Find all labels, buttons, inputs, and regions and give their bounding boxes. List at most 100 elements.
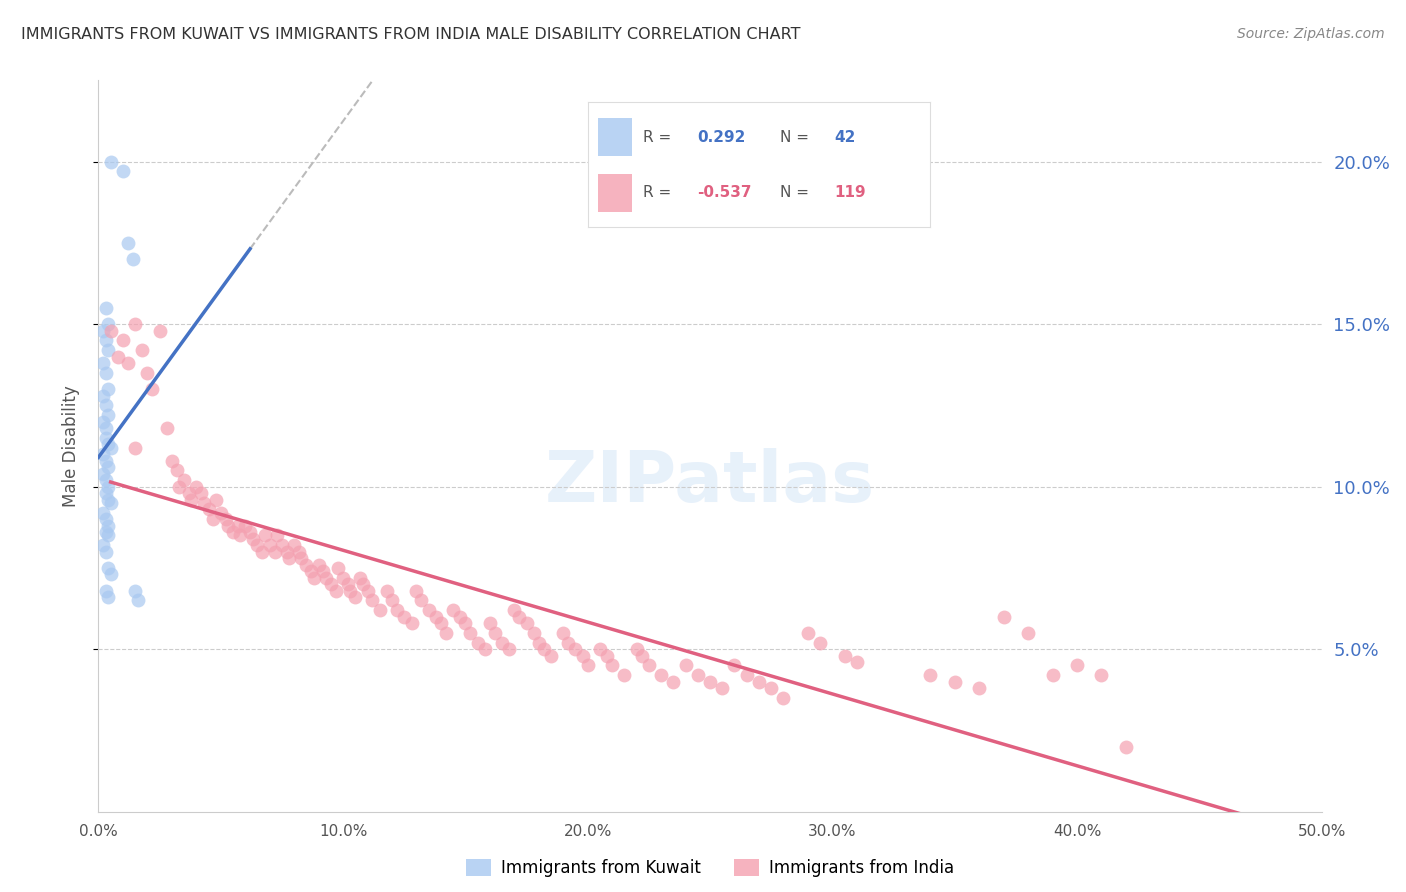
Point (283, 538, 305, 552)
Point (266, 528, 288, 542)
Point (484, 626, 506, 640)
Point (723, 658, 745, 673)
Point (1066, 658, 1088, 673)
Point (263, 544, 285, 558)
Point (845, 655, 868, 669)
Point (454, 616, 477, 631)
Point (430, 616, 453, 631)
Point (121, 252, 143, 266)
Point (467, 635, 489, 649)
Point (596, 648, 619, 663)
Point (288, 544, 311, 558)
Point (97, 561, 120, 575)
Point (515, 616, 537, 631)
Point (576, 658, 599, 673)
Text: ZIPatlas: ZIPatlas (546, 448, 875, 517)
Point (375, 583, 398, 598)
Point (503, 603, 526, 617)
Point (252, 544, 274, 558)
Point (344, 590, 367, 604)
Point (315, 571, 337, 585)
Point (91, 389, 114, 403)
Point (91, 538, 114, 552)
Point (613, 668, 636, 682)
Point (160, 453, 183, 467)
Point (97, 492, 120, 507)
Point (312, 564, 335, 578)
Point (226, 518, 249, 533)
Point (214, 512, 236, 526)
Point (290, 551, 312, 566)
Point (834, 648, 856, 663)
Point (190, 486, 212, 500)
Point (361, 593, 384, 607)
Text: Source: ZipAtlas.com: Source: ZipAtlas.com (1237, 27, 1385, 41)
Point (553, 626, 575, 640)
Point (650, 668, 672, 682)
Point (94, 486, 117, 500)
Point (1017, 626, 1039, 640)
Point (943, 674, 966, 689)
Point (253, 528, 276, 542)
Point (97, 408, 120, 422)
Point (686, 668, 709, 682)
Text: IMMIGRANTS FROM KUWAIT VS IMMIGRANTS FROM INDIA MALE DISABILITY CORRELATION CHAR: IMMIGRANTS FROM KUWAIT VS IMMIGRANTS FRO… (21, 27, 800, 42)
Point (97, 437, 120, 451)
Point (675, 658, 697, 673)
Point (91, 356, 114, 370)
Point (209, 506, 232, 520)
Point (699, 674, 721, 689)
Point (533, 642, 555, 657)
Point (91, 324, 114, 338)
Point (94, 512, 117, 526)
Point (217, 518, 239, 533)
Point (97, 480, 120, 494)
Point (662, 674, 685, 689)
Point (205, 492, 228, 507)
Point (626, 642, 648, 657)
Point (222, 525, 245, 540)
Point (124, 441, 146, 455)
Point (761, 681, 783, 696)
Point (202, 512, 225, 526)
Point (295, 558, 318, 572)
Point (392, 609, 416, 624)
Point (100, 154, 122, 169)
Point (336, 577, 359, 591)
Point (638, 658, 661, 673)
Point (136, 366, 159, 380)
Point (352, 577, 374, 591)
Point (97, 317, 120, 331)
Point (458, 626, 481, 640)
Point (156, 421, 179, 435)
Point (572, 648, 595, 663)
Point (711, 681, 734, 696)
Point (434, 626, 457, 640)
Point (302, 571, 325, 585)
Point (418, 603, 440, 617)
Point (94, 544, 117, 558)
Point (239, 525, 262, 540)
Point (401, 616, 423, 631)
Point (259, 538, 281, 552)
Point (564, 642, 586, 657)
Point (141, 382, 163, 396)
Point (180, 492, 202, 507)
Point (117, 235, 139, 250)
Point (242, 532, 264, 546)
Point (381, 593, 404, 607)
Point (149, 324, 172, 338)
Point (808, 635, 831, 649)
Point (772, 690, 794, 705)
Point (100, 324, 122, 338)
Point (91, 467, 114, 481)
Point (94, 525, 117, 540)
Point (308, 558, 330, 572)
Point (498, 642, 520, 657)
Point (91, 415, 114, 429)
Point (425, 609, 447, 624)
Point (94, 431, 117, 445)
Point (276, 544, 298, 558)
Point (233, 518, 256, 533)
Point (94, 301, 117, 315)
